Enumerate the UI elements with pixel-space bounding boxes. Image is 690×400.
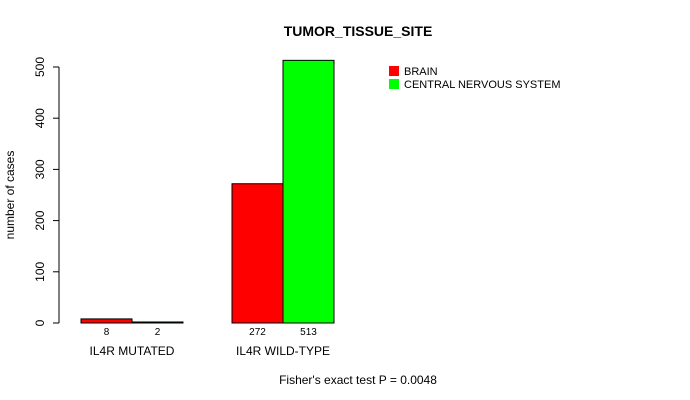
legend-label: BRAIN bbox=[404, 66, 438, 78]
bar bbox=[80, 318, 133, 324]
y-tick-label: 300 bbox=[33, 159, 47, 179]
legend-label: CENTRAL NERVOUS SYSTEM bbox=[404, 79, 560, 91]
bar bbox=[282, 59, 335, 324]
bar-value-label: 8 bbox=[104, 327, 110, 338]
y-tick-label: 500 bbox=[33, 57, 47, 77]
y-tick-label: 400 bbox=[33, 108, 47, 128]
category-label: IL4R WILD-TYPE bbox=[236, 344, 330, 358]
bar-value-label: 272 bbox=[249, 327, 266, 338]
y-axis-label: number of cases bbox=[3, 151, 17, 240]
x-axis-label: Fisher's exact test P = 0.0048 bbox=[279, 373, 437, 387]
y-axis: 0 100 200 300 400 500 bbox=[33, 57, 60, 326]
chart-title: TUMOR_TISSUE_SITE bbox=[284, 23, 433, 39]
category-label: IL4R MUTATED bbox=[90, 344, 175, 358]
bar bbox=[131, 321, 184, 324]
bar-value-label: 513 bbox=[300, 327, 317, 338]
legend-swatch bbox=[389, 79, 399, 89]
bar-value-label: 2 bbox=[155, 327, 161, 338]
y-tick-label: 0 bbox=[33, 319, 47, 326]
bar bbox=[231, 183, 284, 324]
bars: 8 2 IL4R MUTATED 272 513 IL4R WILD-TYPE bbox=[80, 59, 335, 358]
y-tick-label: 100 bbox=[33, 261, 47, 281]
y-tick-label: 200 bbox=[33, 210, 47, 230]
legend-swatch bbox=[389, 66, 399, 76]
